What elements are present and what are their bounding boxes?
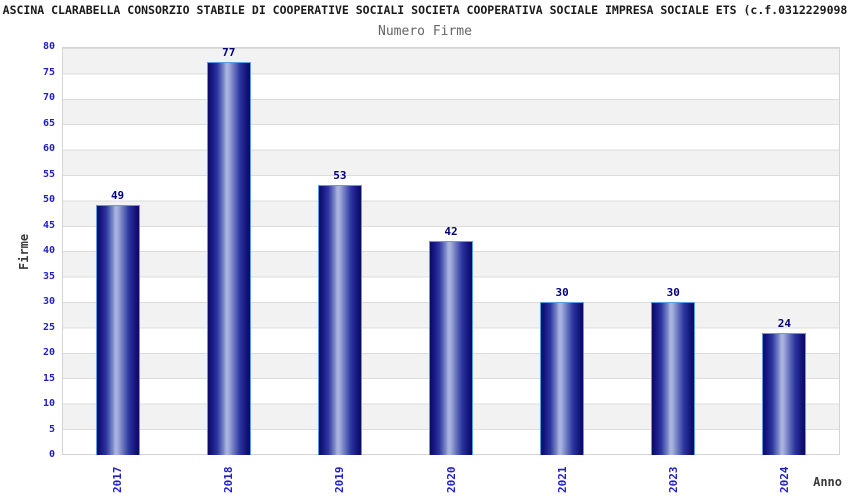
chart-title: ASCINA CLARABELLA CONSORZIO STABILE DI C… xyxy=(2,3,848,17)
y-tick-45: 45 xyxy=(42,219,55,231)
y-tick-0: 0 xyxy=(48,449,55,460)
bar-2019 xyxy=(317,184,362,455)
bar-value-2023: 30 xyxy=(666,286,680,299)
x-tick-2018: 2018 xyxy=(222,466,236,494)
y-tick-10: 10 xyxy=(42,398,55,409)
bar-2020 xyxy=(429,240,473,455)
bar-value-2018: 77 xyxy=(222,46,236,60)
y-tick-65: 65 xyxy=(42,117,55,129)
chart-subtitle: Numero Firme xyxy=(378,24,472,39)
x-tick-2019: 2019 xyxy=(333,466,347,494)
y-tick-50: 50 xyxy=(42,194,55,205)
bar-value-2024: 24 xyxy=(777,316,792,330)
y-tick-25: 25 xyxy=(42,321,55,333)
bar-value-2017: 49 xyxy=(110,189,125,203)
y-tick-40: 40 xyxy=(42,245,55,256)
x-tick-2020: 2020 xyxy=(444,466,458,494)
y-tick-35: 35 xyxy=(42,270,55,282)
y-axis-title: Firme xyxy=(17,233,31,270)
bar-2018 xyxy=(206,62,251,455)
bar-value-2021: 30 xyxy=(555,286,569,299)
y-tick-60: 60 xyxy=(42,143,55,154)
x-tick-2021: 2021 xyxy=(555,466,569,494)
y-tick-15: 15 xyxy=(42,372,55,384)
bar-2017 xyxy=(95,205,140,455)
bar-2024 xyxy=(762,332,807,455)
x-tick-2024: 2024 xyxy=(777,466,791,494)
bar-value-2019: 53 xyxy=(333,168,347,182)
y-tick-80: 80 xyxy=(42,41,55,52)
y-tick-5: 5 xyxy=(48,423,55,435)
bar-value-2020: 42 xyxy=(444,224,458,238)
x-axis-title: Anno xyxy=(813,475,842,489)
y-tick-55: 55 xyxy=(42,168,55,180)
bar-2021 xyxy=(540,302,585,455)
bar-2023 xyxy=(651,302,696,455)
y-tick-30: 30 xyxy=(42,296,55,307)
y-tick-75: 75 xyxy=(42,66,55,78)
y-tick-70: 70 xyxy=(42,92,55,103)
x-tick-2017: 2017 xyxy=(111,466,125,494)
y-tick-20: 20 xyxy=(42,347,55,358)
x-tick-2023: 2023 xyxy=(666,466,680,494)
